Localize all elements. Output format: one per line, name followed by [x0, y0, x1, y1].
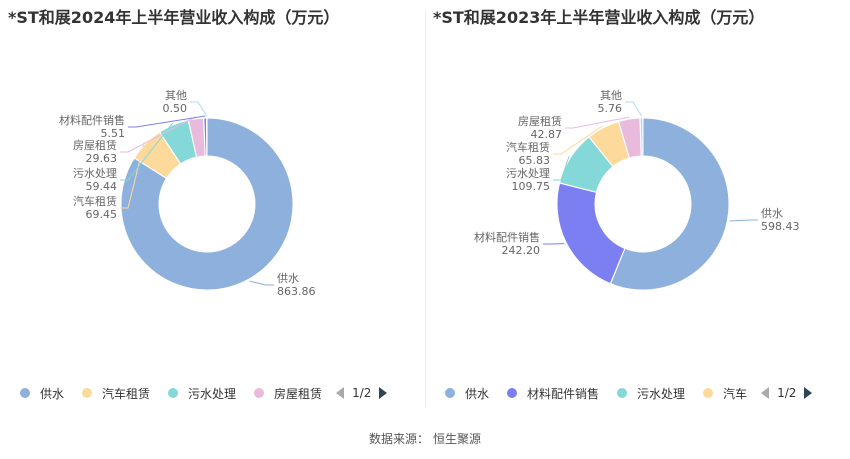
slice-label-name: 其他 [600, 89, 622, 102]
chart-title: *ST和展2024年上半年营业收入构成（万元） [8, 8, 340, 27]
legend-label: 汽车租赁 [102, 386, 151, 401]
slice-label-value: 109.75 [512, 180, 551, 193]
slice-label-value: 242.20 [502, 244, 541, 257]
slice-label-name: 材料配件销售 [474, 230, 540, 244]
label-leader-line [120, 116, 197, 153]
slice-label-name: 房屋租赁 [73, 138, 117, 152]
legend-marker [617, 388, 628, 398]
legend-pager: 1/2 [761, 386, 813, 400]
chart-title: *ST和展2023年上半年营业收入构成（万元） [433, 8, 765, 27]
pie-slice[interactable] [556, 182, 626, 285]
legend-item[interactable]: 供水 [445, 385, 489, 402]
pager-text: 1/2 [352, 386, 372, 400]
slice-label-name: 其他 [165, 89, 187, 102]
label-leader-line [120, 122, 174, 181]
legend-item[interactable]: 供水 [20, 385, 64, 402]
label-leader-line [190, 101, 208, 117]
legend-label: 材料配件销售 [527, 386, 600, 401]
slice-label-value: 598.43 [761, 220, 800, 233]
slice-label-value: 0.50 [163, 102, 188, 115]
slice-label-value: 5.76 [598, 102, 623, 115]
slice-label-value: 42.87 [531, 128, 563, 141]
pager-next-icon[interactable] [379, 387, 388, 399]
slice-label-value: 65.83 [519, 154, 551, 167]
legend-pager: 1/2 [336, 386, 388, 400]
pie-slice[interactable] [609, 117, 730, 291]
slice-label-name: 房屋租赁 [518, 114, 562, 128]
label-leader-line [120, 142, 145, 209]
data-source-value: 恒生聚源 [433, 432, 482, 446]
legend-label: 污水处理 [188, 386, 237, 401]
slice-label-name: 汽车租赁 [73, 194, 117, 208]
slice-label-name: 汽车租赁 [506, 140, 550, 154]
label-leader-line [553, 125, 603, 155]
pie-slice[interactable] [120, 117, 294, 291]
pager-next-icon[interactable] [804, 387, 813, 399]
slice-label-value: 5.51 [101, 127, 126, 140]
label-leader-line [565, 116, 630, 129]
slice-label-value: 29.63 [86, 152, 118, 165]
legend-label: 供水 [465, 386, 490, 401]
label-leader-line [249, 280, 274, 286]
legend-label: 供水 [40, 386, 65, 401]
legend-item[interactable]: 汽车 [703, 385, 747, 402]
legend-marker [20, 388, 30, 398]
legend-marker [168, 388, 179, 398]
chart-legend: 供水 材料配件销售 污水处理 汽车 1/2 [445, 385, 813, 402]
panel-divider [425, 10, 426, 408]
label-leader-line [729, 219, 758, 222]
data-source: 数据来源： 恒生聚源 [0, 430, 850, 447]
pager-prev-icon[interactable] [336, 387, 345, 399]
legend-label: 汽车 [723, 386, 748, 401]
pager-text: 1/2 [777, 386, 797, 400]
slice-label-value: 863.86 [277, 285, 316, 298]
legend-marker [254, 388, 265, 398]
label-leader-line [553, 156, 570, 181]
pager-prev-icon[interactable] [761, 387, 770, 399]
label-leader-line [128, 115, 206, 128]
legend-label: 污水处理 [637, 386, 686, 401]
legend-marker [703, 388, 714, 398]
legend-marker [445, 388, 455, 398]
legend-item[interactable]: 汽车租赁 [82, 385, 150, 402]
chart-panel-2024: *ST和展2024年上半年营业收入构成（万元） 供水 863.86 汽车租赁 69.4… [0, 0, 425, 410]
legend-item[interactable]: 污水处理 [617, 385, 685, 402]
legend-item[interactable]: 房屋租赁 [254, 385, 322, 402]
legend-marker [82, 388, 93, 398]
slice-label-value: 69.45 [86, 208, 118, 221]
label-leader-line [625, 101, 642, 117]
chart-legend: 供水 汽车租赁 污水处理 房屋租赁 1/2 [20, 385, 388, 402]
chart-panel-2023: *ST和展2023年上半年营业收入构成（万元） 供水 598.43 材料配件销售 24… [425, 0, 850, 410]
legend-item[interactable]: 污水处理 [168, 385, 236, 402]
pie-slice[interactable] [639, 117, 644, 157]
slice-label-name: 污水处理 [73, 167, 117, 180]
slice-label-name: 供水 [277, 271, 299, 285]
legend-marker [507, 388, 518, 398]
slice-label-name: 材料配件销售 [59, 113, 125, 127]
slice-label-name: 污水处理 [506, 167, 550, 180]
legend-label: 房屋租赁 [274, 386, 323, 401]
legend-item[interactable]: 材料配件销售 [507, 385, 599, 402]
slice-label-name: 供水 [761, 206, 783, 220]
slice-label-value: 59.44 [86, 180, 118, 193]
data-source-label: 数据来源： [368, 432, 429, 446]
